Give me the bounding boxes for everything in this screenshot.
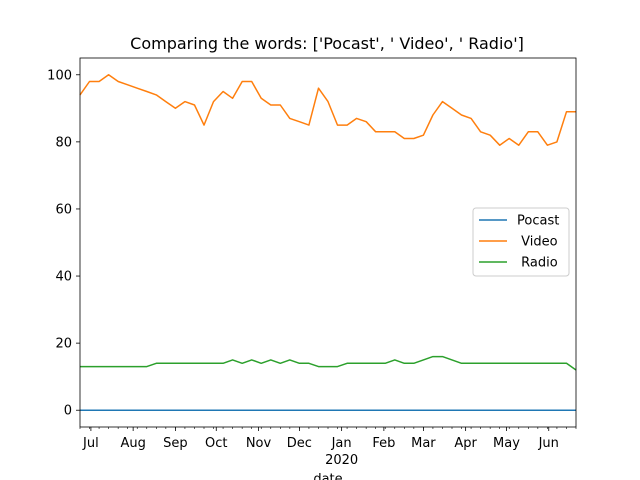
x-tick-year-label: 2020 xyxy=(325,453,358,468)
axes: 0 20 40 60 80 100 Jul Aug Sep Oct Nov Dec Jan 2020 Feb… xyxy=(47,57,577,480)
y-tick-label: 40 xyxy=(55,270,72,285)
x-tick-label: Apr xyxy=(454,436,477,451)
legend-label-2: Video xyxy=(517,235,558,250)
x-tick-label: Feb xyxy=(372,436,395,451)
y-tick-label: 80 xyxy=(55,135,72,150)
plot-area xyxy=(79,74,577,411)
y-tick-label: 20 xyxy=(55,337,72,352)
x-tick-label: Sep xyxy=(163,436,188,451)
legend: Pocast Video Radio xyxy=(472,207,570,277)
x-tick-label: Nov xyxy=(246,436,272,451)
x-tick-label: Aug xyxy=(120,436,145,451)
x-tick-label: May xyxy=(493,436,520,451)
legend-label-3: Radio xyxy=(517,256,558,271)
chart-title: Comparing the words: ['Pocast', ' Video'… xyxy=(130,34,524,53)
legend-label-1: Pocast xyxy=(517,214,559,229)
y-tick-label: 100 xyxy=(47,68,72,83)
x-tick-label: Jun xyxy=(538,436,559,451)
series-line-2 xyxy=(79,74,576,146)
legend-box xyxy=(472,207,570,277)
x-tick-label: Dec xyxy=(287,436,312,451)
y-tick-label: 0 xyxy=(64,404,72,419)
x-tick-label: Oct xyxy=(205,436,227,451)
x-tick-label: Mar xyxy=(411,436,436,451)
y-tick-label: 60 xyxy=(55,202,72,217)
series-line-3 xyxy=(80,355,577,371)
x-tick-label: Jan xyxy=(331,436,352,451)
x-tick-label: Jul xyxy=(82,436,99,451)
x-axis-label: date xyxy=(313,472,342,480)
